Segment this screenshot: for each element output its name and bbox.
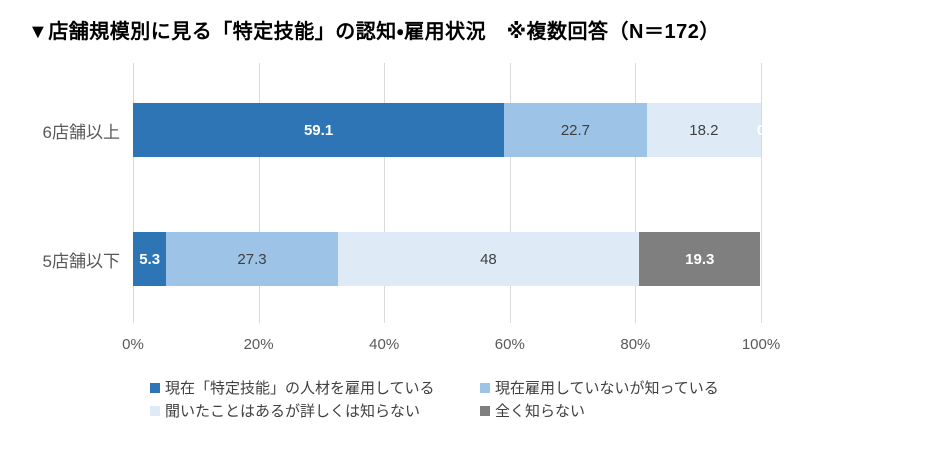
bar-segment-label: 22.7 <box>560 121 591 139</box>
gridline <box>133 63 134 323</box>
gridline <box>258 63 260 323</box>
bar-segment <box>337 232 640 286</box>
bar-segment-label: 48 <box>480 250 497 268</box>
bar-segment-label: 19.3 <box>685 250 715 268</box>
bar-segment-label: 27.3 <box>237 250 267 268</box>
legend-marker-icon <box>480 382 490 393</box>
category-label: 5店舗以下 <box>42 251 120 271</box>
bar-segment <box>133 103 505 157</box>
chart-title: ▼店舗規模別に見る「特定技能」の認知・雇用状況 ※複数回答（N＝172） <box>28 21 720 43</box>
legend-item: 全く知らない <box>480 400 585 421</box>
axis-tick-label: 80% <box>620 336 651 353</box>
gridline <box>509 63 511 323</box>
legend-label: 現在「特定技能」の人材を雇用している <box>165 380 435 397</box>
gridline <box>635 63 637 323</box>
bar-segment <box>504 103 647 157</box>
legend-item: 現在「特定技能」の人材を雇用している <box>150 377 435 398</box>
axis-tick-label: 0% <box>122 336 144 353</box>
legend-label: 全く知らない <box>495 403 586 420</box>
axis-tick-label: 60% <box>494 336 525 353</box>
bar-segment <box>646 103 761 157</box>
legend-item: 現在雇用していないが知っている <box>480 377 719 398</box>
bar-segment-label: 18.2 <box>689 121 719 139</box>
legend-marker-icon <box>150 382 160 393</box>
legend-marker-icon <box>480 405 490 416</box>
legend-item: 聞いたことはあるが詳しくは知らない <box>150 400 420 421</box>
legend-marker-icon <box>150 405 160 416</box>
bar-segment <box>166 232 338 286</box>
bar-segment-label: 5.3 <box>139 250 161 268</box>
legend-label: 現在雇用していないが知っている <box>495 380 719 397</box>
bar-segment-label: 59.1 <box>303 121 334 139</box>
legend-label: 聞いたことはあるが詳しくは知らない <box>165 403 421 420</box>
bar-segment <box>639 232 761 286</box>
bar-segment-label: 0 <box>756 121 766 139</box>
bar-segment <box>133 232 167 286</box>
gridline <box>384 63 386 323</box>
axis-tick-label: 40% <box>369 336 400 353</box>
gridline <box>761 63 762 323</box>
category-label: 6店舗以上 <box>42 122 120 142</box>
axis-tick-label: 20% <box>243 336 274 353</box>
axis-tick-label: 100% <box>741 336 781 353</box>
